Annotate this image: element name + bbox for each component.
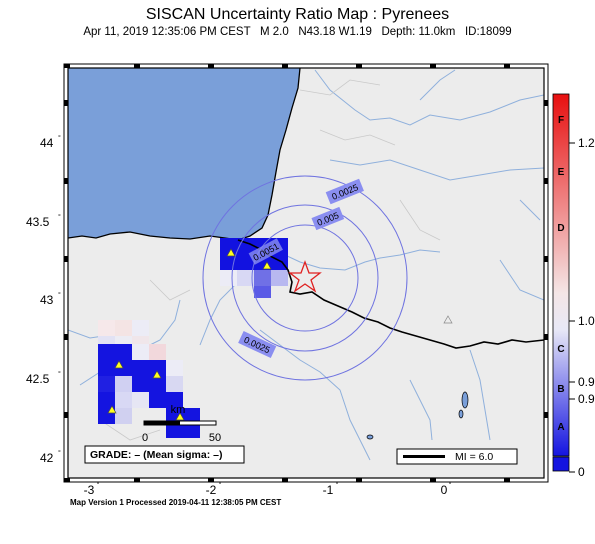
- colorbar-value-1-0: 1.0: [578, 314, 595, 328]
- lat-label-44: 44: [40, 136, 54, 150]
- colorbar-value-0-9b: 0.9: [578, 392, 595, 406]
- svg-text:°: °: [58, 291, 61, 299]
- colorbar-letter-c: C: [557, 344, 564, 355]
- lon-label-m3: -3: [84, 483, 95, 497]
- processing-footer: Map Version 1 Processed 2019-04-11 12:38…: [70, 498, 282, 507]
- event-info: Apr 11, 2019 12:35:06 PM CEST M 2.0 N43.…: [83, 26, 512, 38]
- colorbar: F E D C B A 1.2 1.0 0.9 0.9 0: [552, 93, 595, 479]
- lat-label-42-5: 42.5: [26, 372, 50, 386]
- lat-labels: 44 ° 43.5 ° 43 ° 42.5 ° 42 °: [26, 134, 61, 465]
- svg-text:°: °: [58, 449, 61, 457]
- page-title: SISCAN Uncertainty Ratio Map : Pyrenees: [145, 6, 450, 23]
- scale-start: 0: [142, 432, 148, 444]
- mi-legend-text: MI = 6.0: [455, 451, 493, 463]
- colorbar-letter-e: E: [558, 167, 565, 178]
- border-line: [237, 239, 544, 349]
- svg-text:°: °: [219, 481, 222, 489]
- scale-bar: km 0 50: [142, 404, 221, 444]
- lat-label-42: 42: [40, 451, 54, 465]
- lat-label-43-5: 43.5: [26, 215, 50, 229]
- map-frame: [63, 63, 549, 483]
- lat-label-43: 43: [40, 293, 54, 307]
- bay-of-biscay: [68, 68, 300, 240]
- colorbar-letter-f: F: [558, 115, 564, 126]
- uncertainty-contours: [202, 175, 408, 381]
- colorbar-letter-a: A: [557, 422, 564, 433]
- svg-text:°: °: [58, 213, 61, 221]
- svg-text:°: °: [58, 370, 61, 378]
- lakes: [366, 391, 469, 440]
- grade-box: GRADE: – (Mean sigma: –): [84, 445, 245, 464]
- svg-text:°: °: [58, 134, 61, 142]
- colorbar-letter-d: D: [557, 223, 564, 234]
- region-borders: [99, 79, 441, 441]
- stations: [107, 248, 453, 421]
- colorbar-value-1-2: 1.2: [578, 136, 595, 150]
- colorbar-value-0: 0: [578, 465, 585, 479]
- grade-text: GRADE: – (Mean sigma: –): [90, 449, 222, 461]
- svg-text:°: °: [449, 481, 452, 489]
- lon-label-0: 0: [441, 483, 448, 497]
- colorbar-letter-b: B: [557, 384, 564, 395]
- colorbar-value-0-9a: 0.9: [578, 375, 595, 389]
- scale-unit: km: [171, 404, 186, 416]
- lon-label-m1: -1: [323, 483, 334, 497]
- svg-text:°: °: [336, 481, 339, 489]
- scale-end: 50: [209, 432, 221, 444]
- svg-text:°: °: [97, 481, 100, 489]
- mi-legend: MI = 6.0: [396, 448, 518, 465]
- epicenter-star: [288, 260, 322, 293]
- lon-label-m2: -2: [206, 483, 217, 497]
- lon-labels: -3 ° -2 ° -1 ° 0 °: [84, 481, 452, 497]
